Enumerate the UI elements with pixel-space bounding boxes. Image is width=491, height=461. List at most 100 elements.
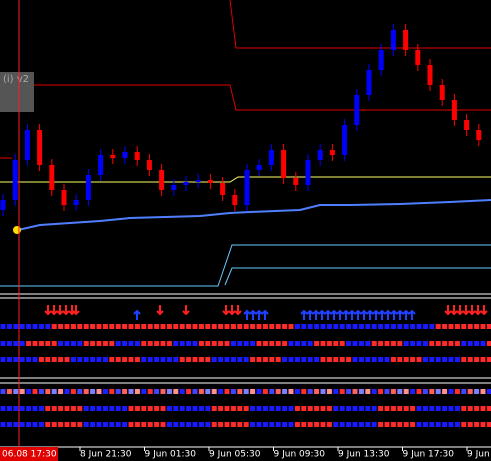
signal-cell: [38, 422, 44, 427]
arrow-up: [408, 309, 416, 320]
signal-cell: [26, 422, 32, 427]
signal-cell: [352, 324, 358, 329]
signal-cell: [173, 422, 179, 427]
signal-cell: [51, 406, 57, 411]
signal-cell: [19, 324, 25, 329]
signal-cell: [19, 389, 25, 394]
signal-cell: [339, 341, 345, 346]
signal-cell: [262, 422, 268, 427]
signal-cell: [333, 406, 339, 411]
signal-cell: [218, 406, 224, 411]
signal-cell: [237, 341, 243, 346]
signal-cell: [448, 357, 454, 362]
arrow-down: [480, 305, 488, 316]
signal-cell: [109, 389, 115, 394]
signal-cell: [32, 357, 38, 362]
candle-body: [171, 185, 177, 190]
signal-cell: [403, 341, 409, 346]
signal-cell: [83, 357, 89, 362]
candle-body: [85, 175, 91, 200]
signal-cell: [480, 357, 486, 362]
signal-cell: [371, 357, 377, 362]
signal-cell: [339, 357, 345, 362]
signal-cell: [282, 341, 288, 346]
candle-body: [134, 152, 140, 160]
signal-cell: [96, 422, 102, 427]
signal-cell: [90, 422, 96, 427]
signal-cell: [365, 389, 371, 394]
signal-cell: [378, 422, 384, 427]
signal-cell: [474, 422, 480, 427]
signal-cell: [154, 422, 160, 427]
signal-cell: [422, 422, 428, 427]
signal-cell: [486, 324, 491, 329]
signal-cell: [486, 341, 491, 346]
candle-body: [427, 65, 433, 85]
candle-body: [317, 150, 323, 160]
signal-cell: [70, 324, 76, 329]
signal-cell: [83, 341, 89, 346]
signal-cell: [70, 389, 76, 394]
signal-cell: [301, 422, 307, 427]
signal-cell: [326, 324, 332, 329]
signal-cell: [192, 406, 198, 411]
candle-body: [207, 180, 213, 183]
signal-cell: [128, 341, 134, 346]
signal-cell: [275, 389, 281, 394]
signal-cell: [186, 389, 192, 394]
signal-cell: [371, 341, 377, 346]
arrow-up: [318, 309, 326, 320]
signal-cell: [454, 324, 460, 329]
signal-cell: [102, 389, 108, 394]
arrow-up: [336, 309, 344, 320]
time-label: 9 Jun 21:30: [467, 450, 491, 460]
candle-body: [61, 190, 67, 205]
signal-cell: [422, 389, 428, 394]
signal-cell: [326, 341, 332, 346]
signal-cell: [64, 324, 70, 329]
signal-cell: [58, 357, 64, 362]
signal-cell: [282, 324, 288, 329]
signal-cell: [58, 406, 64, 411]
signal-cell: [333, 389, 339, 394]
signal-cell: [429, 341, 435, 346]
signal-cell: [320, 422, 326, 427]
signal-cell: [275, 422, 281, 427]
signal-cell: [218, 357, 224, 362]
signal-cell: [173, 406, 179, 411]
signal-cell: [38, 341, 44, 346]
signal-cell: [339, 389, 345, 394]
signal-cell: [70, 422, 76, 427]
cursor-box: [0, 447, 58, 461]
signal-cell: [403, 324, 409, 329]
signal-cell: [179, 389, 185, 394]
signal-cell: [115, 357, 121, 362]
signal-cell: [32, 341, 38, 346]
candle-body: [378, 50, 384, 70]
candle-body: [159, 170, 165, 190]
signal-cell: [179, 357, 185, 362]
signal-cell: [282, 406, 288, 411]
signal-cell: [486, 357, 491, 362]
signal-cell: [262, 406, 268, 411]
signal-cell: [384, 406, 390, 411]
signal-cell: [198, 422, 204, 427]
signal-cell: [352, 341, 358, 346]
candle-body: [476, 130, 482, 140]
signal-cell: [358, 389, 364, 394]
signal-cell: [429, 357, 435, 362]
signal-cell: [250, 422, 256, 427]
candle-body: [439, 85, 445, 100]
signal-cell: [429, 422, 435, 427]
candle-body: [0, 200, 6, 210]
candle-body: [73, 200, 79, 205]
signal-cell: [378, 341, 384, 346]
signal-cell: [378, 324, 384, 329]
signal-cell: [58, 341, 64, 346]
signal-cell: [346, 341, 352, 346]
signal-cell: [45, 422, 51, 427]
signal-cell: [26, 389, 32, 394]
signal-cell: [448, 406, 454, 411]
signal-cell: [237, 357, 243, 362]
signal-cell: [237, 422, 243, 427]
